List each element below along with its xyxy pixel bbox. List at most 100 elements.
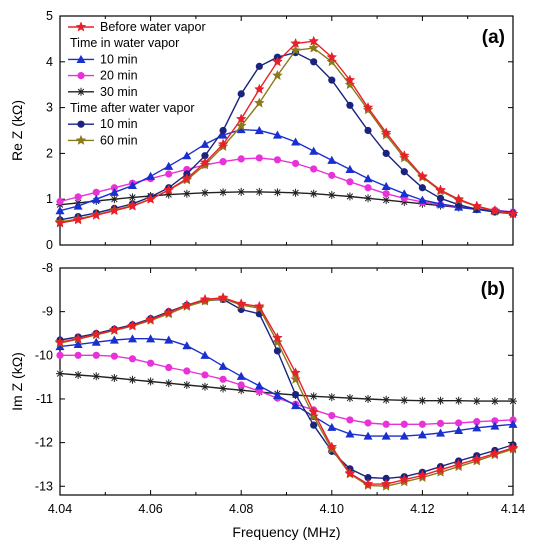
data-point	[219, 158, 227, 166]
data-point	[181, 299, 193, 310]
data-point	[454, 396, 463, 405]
data-point	[418, 420, 426, 428]
data-point	[200, 382, 209, 391]
data-point	[398, 474, 410, 485]
data-point	[255, 187, 264, 196]
data-point	[436, 396, 445, 405]
data-point	[491, 417, 499, 425]
y-tick-label: -13	[35, 479, 53, 493]
data-point	[381, 181, 391, 190]
data-point	[164, 379, 173, 388]
data-point	[237, 90, 245, 98]
data-point	[235, 298, 247, 309]
data-point	[344, 74, 356, 85]
data-point	[200, 350, 210, 359]
data-point	[92, 188, 100, 196]
x-axis-title: Frequency (MHz)	[232, 524, 340, 540]
data-point	[74, 370, 83, 379]
y-tick-label: 4	[46, 55, 53, 69]
data-point	[56, 197, 64, 206]
data-point	[436, 199, 446, 208]
legend-label: 10 min	[100, 117, 138, 131]
x-tick-label: 4.06	[138, 502, 162, 516]
data-point	[345, 164, 355, 174]
data-point	[364, 473, 372, 482]
y-tick-label: 0	[46, 238, 53, 252]
data-point	[128, 375, 137, 384]
data-point	[237, 386, 246, 395]
series-0	[54, 292, 519, 489]
legend: Before water vapor Time in water vapor 10 …	[68, 20, 206, 147]
legend-label: 20 min	[100, 69, 138, 83]
data-point	[290, 367, 301, 378]
data-point	[54, 336, 66, 347]
x-tick-label: 4.08	[229, 502, 253, 516]
data-point	[273, 347, 282, 355]
data-point	[327, 155, 337, 164]
data-point	[418, 184, 426, 192]
legend-header: Time in water vapor	[70, 36, 179, 50]
data-point	[326, 56, 338, 67]
data-point	[418, 396, 427, 405]
plot-frame	[59, 267, 514, 496]
data-point	[146, 334, 156, 343]
data-point	[364, 419, 372, 427]
data-point	[253, 83, 265, 94]
data-point	[346, 178, 354, 186]
data-point	[255, 154, 263, 162]
data-point	[55, 342, 65, 351]
data-point	[400, 168, 408, 176]
data-point	[74, 351, 82, 359]
x-tick-label: 4.12	[410, 502, 434, 516]
data-point	[380, 127, 392, 138]
data-point	[455, 419, 463, 427]
data-point	[380, 478, 392, 489]
data-point	[218, 361, 228, 370]
data-point	[291, 390, 300, 399]
data-point	[507, 208, 519, 219]
data-point	[400, 420, 408, 428]
data-point	[473, 418, 481, 426]
legend-label: 30 min	[100, 85, 138, 99]
x-tick-label: 4.10	[320, 502, 344, 516]
data-point	[507, 442, 519, 453]
data-point	[200, 188, 209, 197]
panel-label: (b)	[481, 279, 505, 300]
data-point	[236, 125, 246, 134]
series-1	[55, 125, 518, 216]
data-point	[254, 126, 264, 135]
data-point	[364, 194, 373, 203]
data-point	[326, 51, 338, 62]
data-point	[508, 419, 518, 428]
y-tick-label: -10	[35, 348, 53, 362]
data-point	[182, 151, 192, 160]
data-point	[145, 193, 157, 204]
data-point	[328, 76, 336, 84]
data-point	[362, 478, 374, 489]
data-point	[417, 195, 427, 204]
data-point	[90, 209, 102, 220]
data-point	[110, 195, 119, 204]
data-point	[165, 170, 173, 178]
data-point	[255, 62, 263, 70]
data-point	[290, 37, 301, 49]
data-point	[237, 381, 245, 389]
data-point	[219, 188, 228, 197]
data-point	[309, 392, 318, 401]
series-line	[59, 338, 514, 437]
data-point	[127, 334, 137, 343]
data-point	[253, 97, 265, 108]
legend-label: Before water vapor	[100, 20, 206, 34]
legend-label: 10 min	[100, 52, 138, 66]
data-point	[145, 313, 157, 325]
data-point	[253, 300, 265, 312]
data-point	[290, 44, 301, 55]
data-point	[399, 189, 409, 198]
data-point	[346, 416, 354, 424]
data-point	[73, 339, 83, 348]
legend-marker	[75, 134, 87, 145]
data-point	[363, 431, 373, 440]
series-5	[54, 292, 519, 491]
y-tick-label: 2	[46, 146, 53, 160]
data-point	[72, 214, 84, 225]
